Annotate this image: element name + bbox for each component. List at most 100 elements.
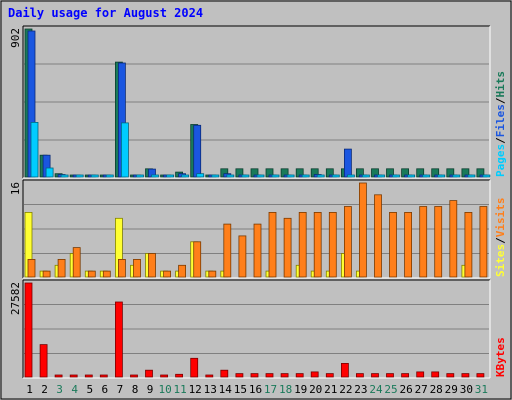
bar-kbytes-day-30 (461, 373, 470, 378)
bar-kbytes-day-4 (69, 374, 78, 378)
day-label: 2 (41, 383, 48, 396)
bar-pages-day-22 (346, 174, 355, 178)
bar-kbytes-day-22 (340, 362, 349, 378)
bar-kbytes-day-9 (145, 369, 153, 378)
bar-pages-day-24 (377, 174, 385, 178)
legend-files: Files (494, 104, 507, 137)
bar-files-day-22 (343, 148, 352, 178)
bar-kbytes-day-17 (265, 373, 274, 378)
bar-pages-day-10 (166, 174, 175, 178)
bar-pages-day-5 (90, 174, 99, 178)
bar-visits-day-14 (223, 223, 232, 278)
bar-kbytes-day-26 (401, 373, 410, 378)
bar-kbytes-day-18 (280, 373, 289, 378)
day-label: 8 (132, 383, 139, 396)
bar-kbytes-day-5 (84, 374, 93, 378)
bar-visits-day-7 (118, 258, 126, 278)
day-label: 31 (475, 383, 488, 396)
bar-pages-day-19 (301, 174, 310, 178)
day-label: 21 (324, 383, 337, 396)
bar-visits-day-21 (328, 211, 337, 278)
bar-kbytes-day-7 (115, 301, 123, 378)
bar-visits-day-29 (449, 200, 458, 278)
bar-pages-day-9 (151, 174, 159, 178)
bar-pages-day-21 (331, 174, 340, 178)
bar-kbytes-day-31 (476, 373, 485, 378)
legend-hits: Hits (494, 71, 507, 98)
day-label: 6 (101, 383, 108, 396)
chart-panels: 902Pages/Files/Hits16Sites/Visits27582KB… (9, 25, 507, 379)
bar-visits-day-5 (87, 270, 96, 278)
bar-visits-day-25 (389, 211, 397, 278)
bar-files-day-12 (193, 124, 202, 178)
bar-visits-day-3 (57, 258, 66, 278)
day-label: 23 (354, 383, 367, 396)
bar-visits-day-30 (464, 211, 473, 278)
day-axis: 1 2 3 4 5 6 7 8 9 10 11 12 13 14 15 16 17 18 19 20 21 22 23 24 2… (26, 383, 488, 396)
bar-pages-day-29 (452, 174, 461, 178)
day-label: 9 (147, 383, 154, 396)
bar-kbytes-day-2 (39, 344, 48, 378)
panel-kbytes: 27582 KBytes (9, 279, 507, 379)
bar-pages-day-12 (196, 173, 205, 178)
bar-kbytes-day-29 (446, 373, 455, 378)
bar-kbytes-day-3 (54, 374, 63, 378)
day-label: 12 (189, 383, 202, 396)
bar-kbytes-day-19 (295, 373, 304, 378)
day-label: 11 (173, 383, 186, 396)
day-label: 29 (445, 383, 458, 396)
day-label: 18 (279, 383, 292, 396)
legend-separator: / (494, 237, 507, 244)
day-label: 7 (117, 383, 124, 396)
bar-kbytes-day-14 (220, 369, 229, 378)
bar-pages-day-16 (256, 174, 265, 178)
bar-pages-day-14 (226, 174, 235, 178)
day-label: 14 (219, 383, 233, 396)
bar-kbytes-day-10 (160, 374, 169, 378)
bar-pages-day-6 (105, 174, 114, 178)
bar-kbytes-day-1 (24, 282, 33, 378)
bar-visits-day-27 (419, 206, 428, 278)
bar-kbytes-day-15 (235, 373, 244, 378)
panel-max-label: 16 (9, 182, 22, 195)
bar-pages-day-1 (30, 122, 39, 178)
bar-pages-day-18 (286, 174, 295, 178)
panel-max-label: 902 (9, 28, 22, 48)
bar-visits-day-2 (42, 270, 51, 278)
bar-pages-day-4 (75, 174, 84, 178)
bar-visits-day-31 (479, 206, 488, 278)
bar-visits-day-23 (358, 182, 367, 278)
day-label: 3 (56, 383, 63, 396)
bar-kbytes-day-21 (325, 373, 334, 378)
bar-kbytes-day-28 (431, 371, 440, 378)
legend-visits: Visits (494, 198, 507, 238)
bar-kbytes-day-13 (205, 374, 214, 378)
bar-pages-day-23 (361, 174, 370, 178)
legend-kbytes: KBytes (494, 337, 507, 377)
bar-visits-day-4 (72, 247, 81, 278)
day-label: 27 (415, 383, 428, 396)
bar-pages-day-7 (121, 122, 129, 178)
bar-kbytes-day-27 (416, 371, 425, 378)
day-label: 30 (460, 383, 473, 396)
bar-kbytes-day-25 (386, 373, 394, 378)
day-label: 19 (294, 383, 307, 396)
bar-visits-day-26 (404, 211, 413, 278)
bar-pages-day-28 (437, 174, 446, 178)
day-label: 10 (158, 383, 171, 396)
bar-kbytes-day-8 (130, 374, 138, 378)
day-label: 28 (430, 383, 443, 396)
bar-visits-day-18 (283, 217, 292, 278)
bar-visits-day-12 (193, 241, 202, 278)
day-label: 26 (399, 383, 412, 396)
day-label: 5 (86, 383, 93, 396)
bar-pages-day-2 (45, 167, 54, 178)
bar-visits-day-6 (102, 270, 111, 278)
bar-pages-day-13 (211, 174, 220, 178)
bar-pages-day-25 (392, 174, 400, 178)
panel-legend: KBytes (494, 337, 507, 377)
bar-kbytes-day-24 (371, 373, 379, 378)
